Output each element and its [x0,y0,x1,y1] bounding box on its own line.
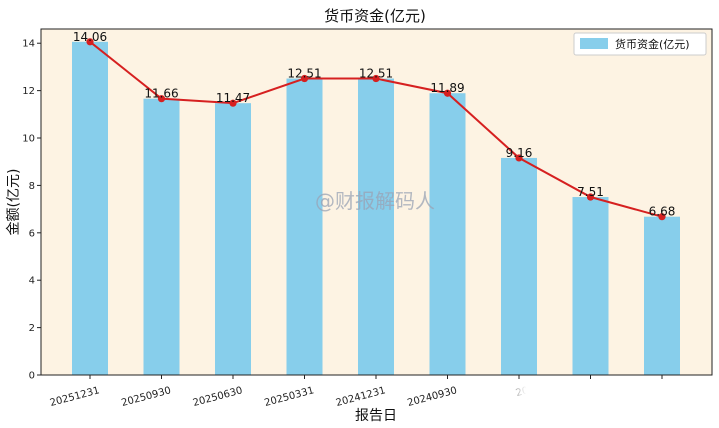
bar [72,41,108,375]
data-label: 6.68 [649,205,676,219]
trend-point [586,193,595,201]
legend-label: 货币资金(亿元) [615,37,690,51]
trend-point [372,74,380,83]
trend-point [515,154,523,162]
data-label: 11.66 [144,87,178,101]
y-axis: 0 2 4 6 8 10 12 14 [22,39,41,382]
bar [644,216,680,375]
bar [286,78,323,375]
trend-line-group [86,38,666,221]
x-axis-title: 报告日 [355,408,397,424]
bar [501,157,537,375]
trend-point [86,38,94,46]
bar [429,93,466,375]
legend: 货币资金(亿元) [573,32,707,56]
data-label: 11.47 [216,91,250,105]
trend-point [229,99,237,107]
trend-point [300,74,309,83]
bar [143,98,180,375]
bar [358,78,394,375]
data-label-group: 14.06 11.66 11.47 12.51 12.51 11.89 9.16 7.51 6.… [73,30,676,219]
x-tick-label: 20250930 [120,385,172,409]
data-label: 14.06 [73,30,107,44]
fade-overlay [500,386,719,408]
legend-swatch [580,38,608,49]
chart-title: 货币资金(亿元) [324,7,426,25]
x-tick-label: 20250331 [263,385,315,409]
x-tick-label: 20250630 [192,385,244,409]
y-tick-label: 14 [22,39,35,50]
x-tick-label: 20241231 [335,385,387,409]
y-tick-label: 6 [29,228,35,239]
trend-point [157,95,166,103]
y-tick-label: 12 [22,86,35,97]
data-label: 12.51 [359,67,393,81]
y-axis-title: 金额(亿元) [6,169,22,236]
y-tick-label: 2 [29,323,35,334]
y-tick-label: 8 [29,181,35,192]
y-tick-label: 4 [29,276,35,287]
x-tick-label: 20240930 [406,385,458,409]
trend-point [443,89,452,97]
y-tick-label: 10 [22,134,35,145]
watermark: @财报解码人 [315,189,435,213]
data-label: 9.16 [506,146,533,160]
y-tick-label: 0 [29,371,35,382]
bar [215,103,251,376]
trend-point [658,213,666,221]
bar [572,197,609,375]
data-label: 11.89 [430,81,464,95]
data-label: 7.51 [577,185,604,199]
bar-group [72,41,680,376]
data-label: 12.51 [287,67,321,81]
x-tick-label: 20251231 [49,385,101,409]
